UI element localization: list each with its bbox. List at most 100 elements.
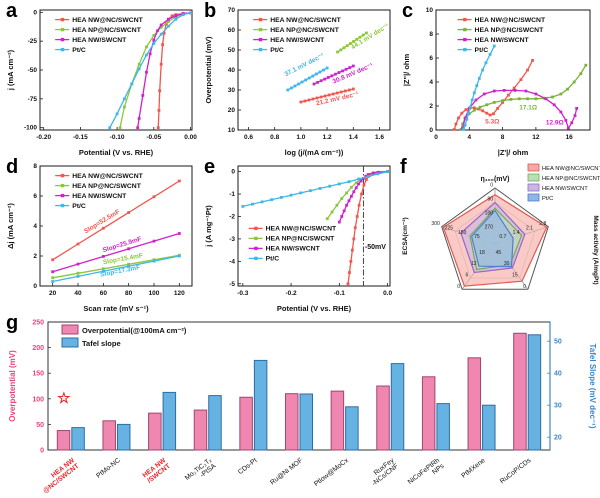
marker xyxy=(123,97,126,101)
y-axis-label: |Z"|/ ohm xyxy=(402,54,411,87)
annotation: 37.1 mV dec⁻¹ xyxy=(284,52,326,78)
marker xyxy=(340,215,344,218)
marker xyxy=(101,267,105,271)
radar-legend-swatch xyxy=(527,163,540,172)
y-tick-label: 10 xyxy=(426,7,434,14)
legend-marker xyxy=(258,27,263,32)
marker xyxy=(161,43,165,47)
annotation: Slop=52.5mF xyxy=(83,208,121,235)
y-tick-label: 0 xyxy=(429,127,433,134)
marker xyxy=(335,91,339,95)
radar-tick: 270 xyxy=(485,225,494,231)
bar-tafel-9 xyxy=(482,404,496,451)
marker xyxy=(364,174,368,178)
bar-overpotential-1 xyxy=(102,420,116,451)
marker xyxy=(152,259,156,263)
y-tick-label: -5 xyxy=(229,281,235,288)
panel-letter-e: e xyxy=(204,156,216,178)
panel-d-cdl: d 20 40 60 80 100 120 0 2 4 6 8 Scan rate (mV s⁻¹) Δ… xyxy=(4,156,200,314)
x-tick-label: 0 xyxy=(434,134,438,141)
radar-tick: 0.7 xyxy=(499,234,506,240)
y-tick-label: 70 xyxy=(228,7,236,14)
radar-tick: 12 xyxy=(471,261,477,267)
bar-tafel-7 xyxy=(390,363,405,451)
category-label: PtMXene xyxy=(460,457,487,480)
y-tick-label: 0 xyxy=(231,169,235,176)
marker xyxy=(159,25,163,29)
right-tick: 40 xyxy=(554,371,562,378)
y-axis-label: Δj (mA cm⁻²) xyxy=(6,203,15,249)
marker xyxy=(76,242,80,246)
marker xyxy=(137,67,141,71)
legend-marker xyxy=(254,246,258,251)
radar-legend-label: HEA NW/SWCNT xyxy=(542,186,588,192)
panel-e-mass-activity: e -0.3 -0.2 -0.1 0.0 0 -1 -2 -3 -4 -5 Potential (V… xyxy=(202,156,398,314)
marker xyxy=(108,126,112,130)
radar-tick: 2.1 xyxy=(526,226,533,232)
marker xyxy=(127,264,131,268)
x-axis-label: Potential (V vs. RHE) xyxy=(79,148,154,157)
marker xyxy=(482,92,486,96)
y-axis-label: Overpotential (mV) xyxy=(204,36,213,104)
marker xyxy=(350,248,354,252)
marker xyxy=(488,113,492,117)
marker xyxy=(307,76,311,80)
marker xyxy=(127,262,131,266)
x-tick-label: -0.3 xyxy=(237,290,249,297)
marker xyxy=(463,123,467,127)
marker xyxy=(478,105,482,109)
bar-overpotential-4 xyxy=(239,396,253,451)
legend-label: HEA NP@NC/SWCNT xyxy=(72,27,142,34)
bar-tafel-2 xyxy=(162,391,177,451)
y-tick-label: 50 xyxy=(228,47,236,54)
x-tick-label: 0.00 xyxy=(184,134,197,141)
y-tick-label: -4 xyxy=(229,258,235,265)
vline-label: -50mV xyxy=(365,244,386,251)
marker xyxy=(307,98,311,102)
marker xyxy=(289,86,293,90)
marker xyxy=(524,89,528,93)
marker xyxy=(474,98,478,102)
legend-label: Pt/C xyxy=(72,47,86,54)
marker xyxy=(174,17,178,21)
right-axis-label: Tafel Slope (mV dec⁻¹) xyxy=(588,344,597,429)
legend-label: HEA NW/SWCNT xyxy=(270,37,325,44)
marker xyxy=(345,44,349,48)
marker xyxy=(145,53,148,57)
marker xyxy=(357,203,361,207)
marker xyxy=(293,84,297,88)
marker xyxy=(501,99,504,102)
bar-overpotential-6 xyxy=(330,390,345,451)
bar-tafel-6 xyxy=(345,406,359,451)
marker xyxy=(127,211,131,214)
y-tick-label: 2 xyxy=(33,253,37,260)
marker xyxy=(512,86,516,90)
marker xyxy=(566,126,570,130)
chart-f-radar: 0901802702.82.11.40.70153045061218300225… xyxy=(402,163,600,324)
marker xyxy=(517,97,521,101)
y-tick-label: -1 xyxy=(229,191,235,198)
series-HEA NW@NC/SWCNT xyxy=(157,12,191,128)
annotation: 5.3Ω xyxy=(485,118,499,125)
y-tick-label: -75 xyxy=(28,96,38,103)
marker xyxy=(241,204,245,208)
marker xyxy=(452,128,456,131)
marker xyxy=(331,92,335,96)
x-axis-label: Potential (V vs. RHE) xyxy=(277,304,352,313)
marker xyxy=(339,48,343,52)
legend-marker xyxy=(254,226,258,231)
marker xyxy=(330,74,334,78)
y-tick-label: 40 xyxy=(228,67,236,74)
x-tick-label: 8 xyxy=(501,134,505,141)
marker xyxy=(297,82,300,86)
marker xyxy=(559,92,563,96)
x-tick-label: -0.2 xyxy=(285,290,297,297)
x-tick-label: 16 xyxy=(566,134,574,141)
marker xyxy=(315,96,319,100)
y-tick-label: 4 xyxy=(33,223,37,230)
panel-letter-b: b xyxy=(204,0,217,22)
marker xyxy=(360,192,363,196)
chart-b-tafel: 0.6 0.8 1.0 1.2 1.4 1.6 10 20 30 40 50 60 70 log (j/(… xyxy=(204,7,391,157)
marker xyxy=(270,198,274,202)
right-tick: 30 xyxy=(554,403,562,410)
